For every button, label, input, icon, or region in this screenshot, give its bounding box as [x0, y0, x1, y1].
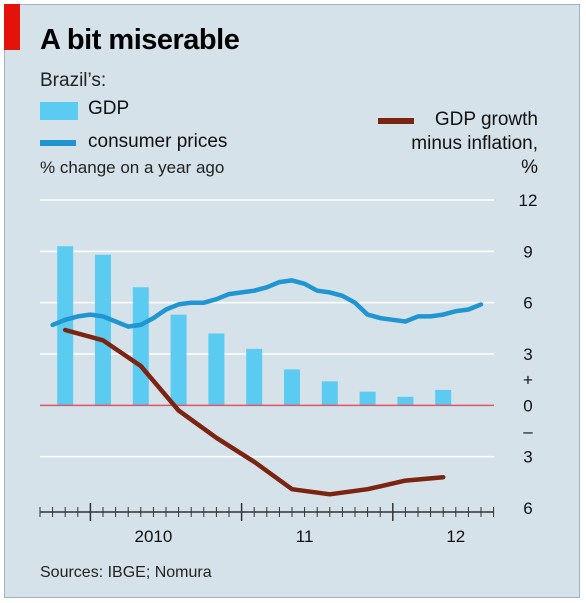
y-axis-tick-label: 12: [519, 191, 538, 210]
legend-gdp-minus-inflation-text: GDP growth minus inflation, %: [411, 109, 538, 178]
gdp-bar: [435, 389, 452, 406]
chart-title: A bit miserable: [40, 24, 240, 56]
gdp-bar: [57, 246, 74, 406]
y-axis-tick-label: 9: [523, 242, 532, 261]
legend-consumer-prices-label: consumer prices: [88, 131, 228, 152]
source-note: Sources: IBGE; Nomura: [40, 564, 212, 581]
units-note: % change on a year ago: [40, 158, 225, 177]
y-axis-tick-label: 3: [523, 345, 532, 364]
chart-subtitle: Brazil’s:: [40, 70, 107, 91]
legend-consumer-prices-swatch: [40, 140, 76, 146]
gdp-bar: [170, 314, 187, 406]
gdp-bar: [95, 254, 111, 406]
y-axis-tick-label: –: [523, 422, 533, 441]
gdp-minus-inflation-line: [62, 327, 446, 497]
gdp-bar: [208, 333, 225, 406]
gdp-bar: [246, 348, 263, 406]
legend-gdp-label: GDP: [88, 98, 130, 119]
gdp-bar: [284, 369, 300, 406]
legend-gdp-swatch: [40, 102, 78, 120]
x-axis-year-label: 2010: [134, 527, 172, 546]
legend-gdp-minus-inflation-swatch: [378, 118, 414, 124]
gdp-bar: [321, 381, 338, 406]
y-axis-tick-label: 6: [523, 294, 532, 313]
gdp-bar: [397, 396, 414, 406]
y-axis-tick-label: 6: [523, 499, 532, 518]
legend-gdp-minus-inflation-label: GDP growth minus inflation, %: [408, 108, 538, 180]
gdp-bar: [132, 287, 149, 406]
red-tab: [4, 4, 20, 50]
gdp-bar: [359, 391, 376, 406]
y-axis-tick-label: 0: [523, 396, 532, 415]
y-axis-tick-label: +: [523, 371, 533, 390]
x-axis-year-label: 11: [296, 527, 314, 546]
y-axis-tick-label: 3: [523, 448, 532, 467]
x-axis-year-label: 12: [446, 527, 465, 546]
consumer-prices-line: [50, 278, 484, 329]
